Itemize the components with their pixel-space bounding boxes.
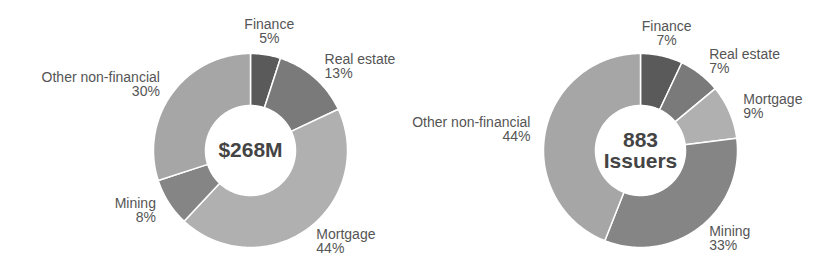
svg-text:Mortgage9%: Mortgage9%: [743, 90, 802, 120]
svg-text:883Issuers: 883Issuers: [604, 128, 678, 172]
svg-text:$268M: $268M: [218, 138, 282, 161]
svg-text:Mining33%: Mining33%: [709, 223, 750, 253]
svg-text:Mining8%: Mining8%: [115, 195, 156, 225]
svg-text:Finance5%: Finance5%: [244, 16, 294, 46]
svg-text:Real estate7%: Real estate7%: [709, 46, 780, 76]
svg-text:Other non-financial30%: Other non-financial30%: [42, 69, 160, 99]
svg-text:Finance7%: Finance7%: [642, 18, 692, 48]
svg-text:Other non-financial44%: Other non-financial44%: [412, 114, 530, 144]
svg-text:Mortgage44%: Mortgage44%: [316, 226, 375, 256]
svg-text:Real estate13%: Real estate13%: [325, 51, 396, 81]
